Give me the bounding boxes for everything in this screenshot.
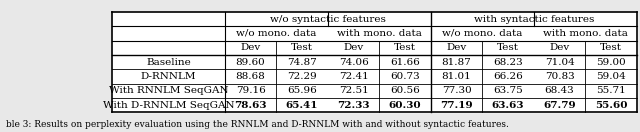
Text: D-RNNLM: D-RNNLM (141, 72, 196, 81)
Text: 63.63: 63.63 (492, 101, 524, 110)
Text: Test: Test (600, 43, 622, 52)
Text: 59.00: 59.00 (596, 58, 626, 67)
Text: 72.41: 72.41 (339, 72, 369, 81)
Text: 89.60: 89.60 (236, 58, 266, 67)
Text: 74.87: 74.87 (287, 58, 317, 67)
Text: w/o syntactic features: w/o syntactic features (270, 15, 386, 23)
Text: ble 3: Results on perplexity evaluation using the RNNLM and D-RNNLM with and wit: ble 3: Results on perplexity evaluation … (6, 120, 509, 129)
Text: 68.43: 68.43 (545, 86, 575, 95)
Text: 59.04: 59.04 (596, 72, 626, 81)
Text: Dev: Dev (241, 43, 260, 52)
Text: 81.87: 81.87 (442, 58, 472, 67)
Text: 61.66: 61.66 (390, 58, 420, 67)
Text: Dev: Dev (549, 43, 570, 52)
Text: with syntactic features: with syntactic features (474, 15, 594, 23)
Text: 60.73: 60.73 (390, 72, 420, 81)
Text: 67.79: 67.79 (543, 101, 576, 110)
Text: Baseline: Baseline (146, 58, 191, 67)
Text: 77.19: 77.19 (440, 101, 473, 110)
Text: 72.29: 72.29 (287, 72, 317, 81)
Text: Dev: Dev (344, 43, 364, 52)
Text: Test: Test (497, 43, 519, 52)
Text: 60.56: 60.56 (390, 86, 420, 95)
Text: Dev: Dev (447, 43, 467, 52)
Text: 70.83: 70.83 (545, 72, 575, 81)
Text: with mono. data: with mono. data (543, 29, 628, 38)
Text: With D-RNNLM SeqGAN: With D-RNNLM SeqGAN (102, 101, 234, 110)
Text: 77.30: 77.30 (442, 86, 472, 95)
Bar (112, 12, 637, 112)
Text: 78.63: 78.63 (234, 101, 267, 110)
Text: 68.23: 68.23 (493, 58, 523, 67)
Text: with mono. data: with mono. data (337, 29, 422, 38)
Text: Test: Test (291, 43, 313, 52)
Text: 65.96: 65.96 (287, 86, 317, 95)
Text: 79.16: 79.16 (236, 86, 266, 95)
Text: 72.51: 72.51 (339, 86, 369, 95)
Text: w/o mono. data: w/o mono. data (442, 29, 522, 38)
Text: 81.01: 81.01 (442, 72, 472, 81)
Text: w/o mono. data: w/o mono. data (236, 29, 317, 38)
Text: 65.41: 65.41 (286, 101, 318, 110)
Text: 55.71: 55.71 (596, 86, 626, 95)
Text: 55.60: 55.60 (595, 101, 627, 110)
Text: 60.30: 60.30 (388, 101, 421, 110)
Text: 74.06: 74.06 (339, 58, 369, 67)
Text: Test: Test (394, 43, 416, 52)
Text: 72.33: 72.33 (337, 101, 370, 110)
Text: 63.75: 63.75 (493, 86, 523, 95)
Text: 71.04: 71.04 (545, 58, 575, 67)
Text: With RNNLM SeqGAN: With RNNLM SeqGAN (109, 86, 228, 95)
Text: 88.68: 88.68 (236, 72, 266, 81)
Text: 66.26: 66.26 (493, 72, 523, 81)
